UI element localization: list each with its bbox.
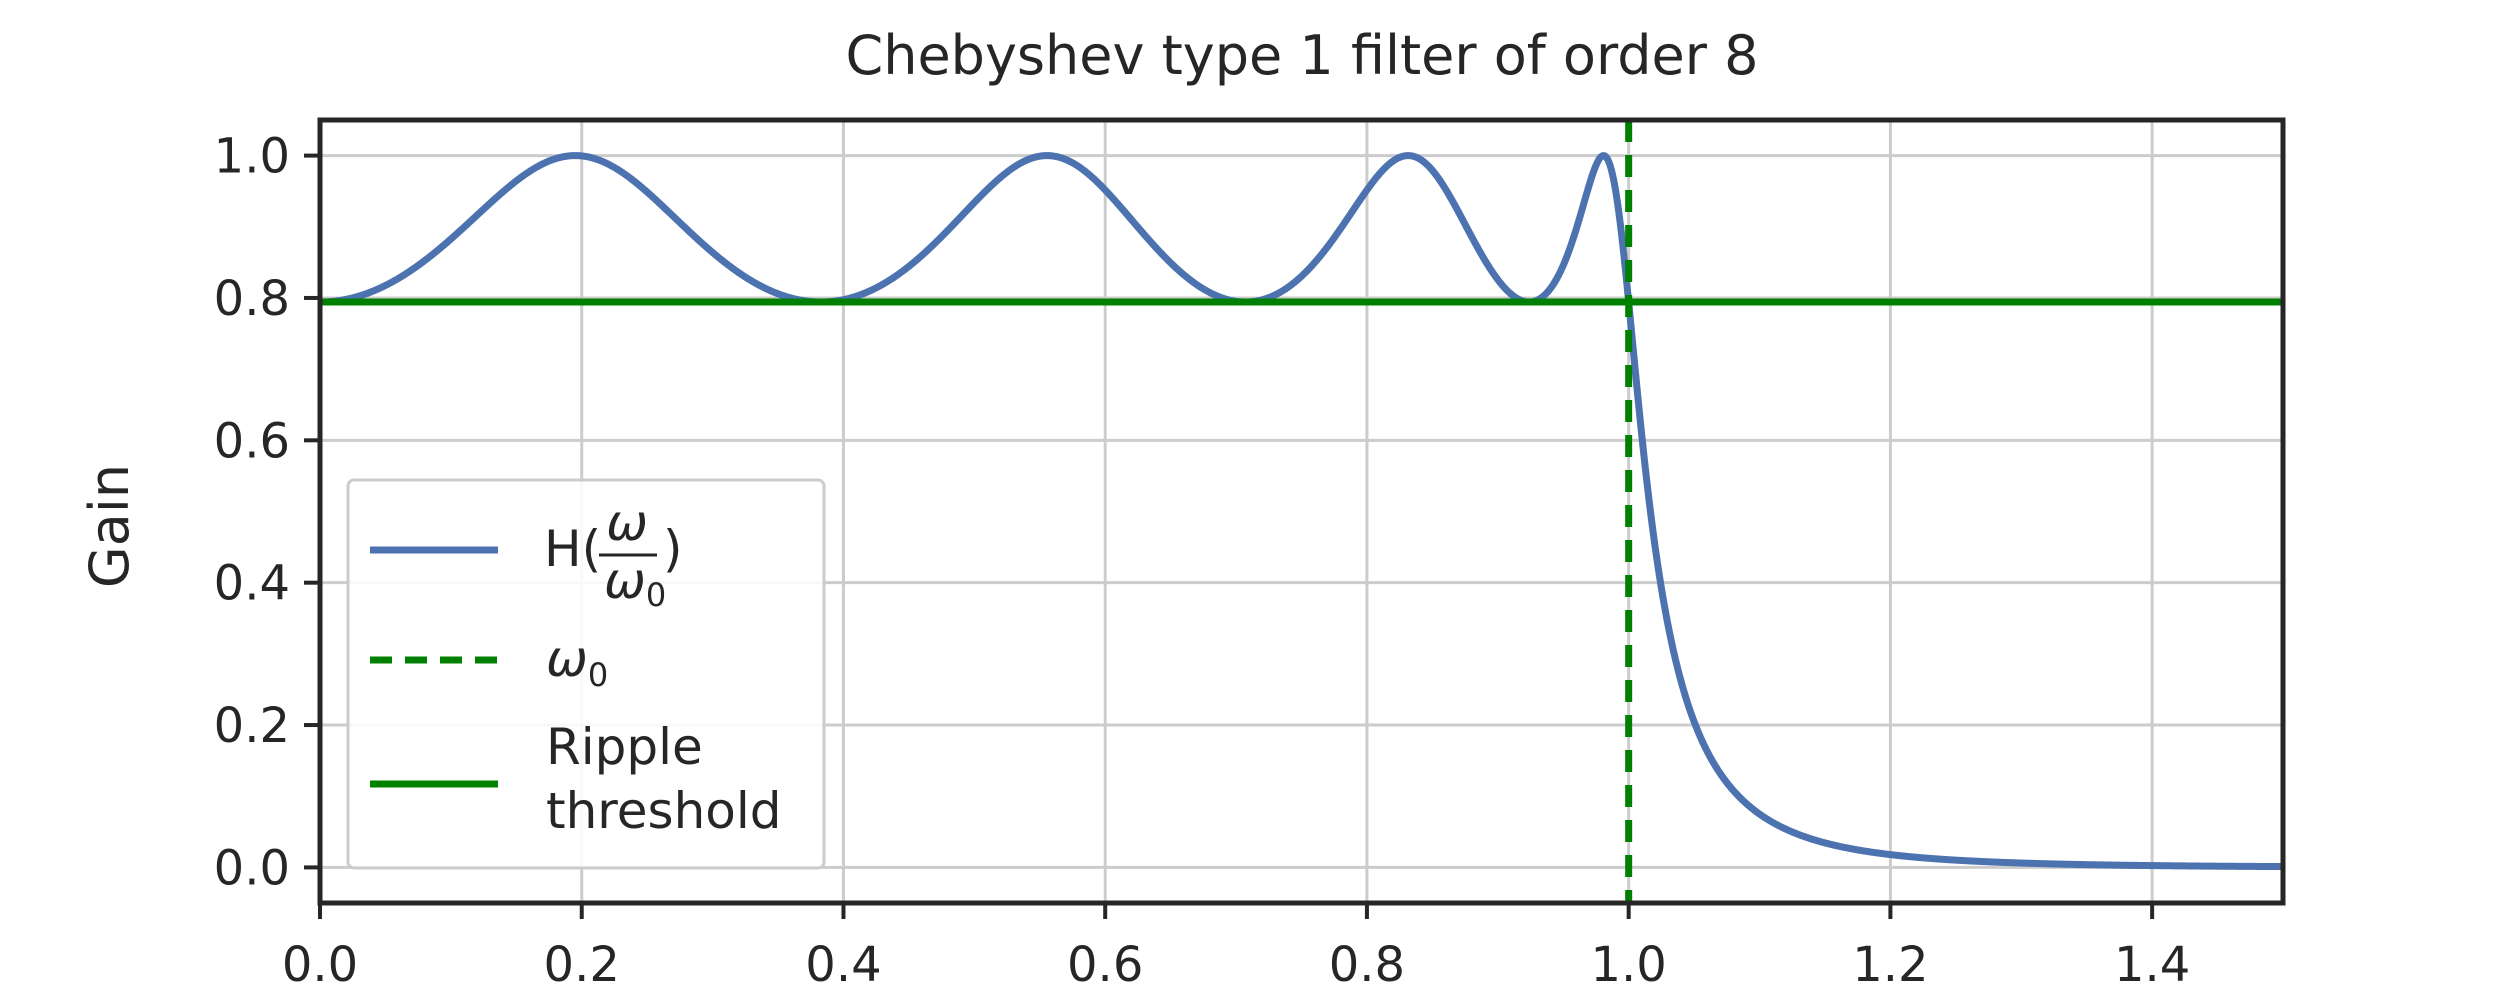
y-tick-label: 0.0 <box>214 840 290 896</box>
x-tick-label: 1.4 <box>2114 937 2190 993</box>
legend-h-den-omega: ω <box>604 552 646 610</box>
x-tick-label: 0.0 <box>282 937 358 993</box>
legend-label-ripple-line1: Ripple <box>546 718 703 776</box>
y-tick-label: 0.2 <box>214 698 290 754</box>
plot-lines <box>317 120 2286 903</box>
legend-h-suffix: ) <box>663 520 683 578</box>
x-tick-label: 1.2 <box>1852 937 1928 993</box>
x-tick-label: 0.6 <box>1067 937 1143 993</box>
x-tick-label: 0.2 <box>544 937 620 993</box>
y-tick-label: 0.4 <box>214 556 290 612</box>
gain-curve-line <box>317 152 2286 871</box>
x-tick-label: 0.4 <box>805 937 881 993</box>
legend-h-denominator: ω0 <box>604 552 666 614</box>
legend-label-gain-curve: H( ω ω0 ) <box>544 494 683 614</box>
x-tick-label: 0.8 <box>1329 937 1405 993</box>
legend-label-omega0: ω0 <box>546 630 608 694</box>
legend: H( ω ω0 ) ω0 Ripple threshold <box>346 478 826 870</box>
legend-label-ripple-line2: threshold <box>546 782 781 840</box>
x-axis-ticks: 0.0 0.2 0.4 0.6 0.8 1.0 1.2 1.4 <box>282 903 2190 993</box>
legend-h-den-sub: 0 <box>646 576 666 614</box>
y-tick-label: 0.6 <box>214 413 290 469</box>
legend-box <box>346 478 826 870</box>
legend-omega: ω <box>546 630 588 688</box>
y-tick-label: 1.0 <box>214 129 290 185</box>
plot-frame <box>317 117 2286 906</box>
y-axis-ticks: 0.0 0.2 0.4 0.6 0.8 1.0 <box>214 129 320 896</box>
x-tick-label: 1.0 <box>1590 937 1666 993</box>
legend-omega-sub: 0 <box>588 656 608 694</box>
y-axis-label: Gain <box>78 464 141 588</box>
y-tick-label: 0.8 <box>214 271 290 327</box>
legend-h-numerator: ω <box>606 494 648 552</box>
chart-title: Chebyshev type 1 filter of order 8 <box>846 24 1759 87</box>
legend-h-prefix: H( <box>544 520 601 578</box>
